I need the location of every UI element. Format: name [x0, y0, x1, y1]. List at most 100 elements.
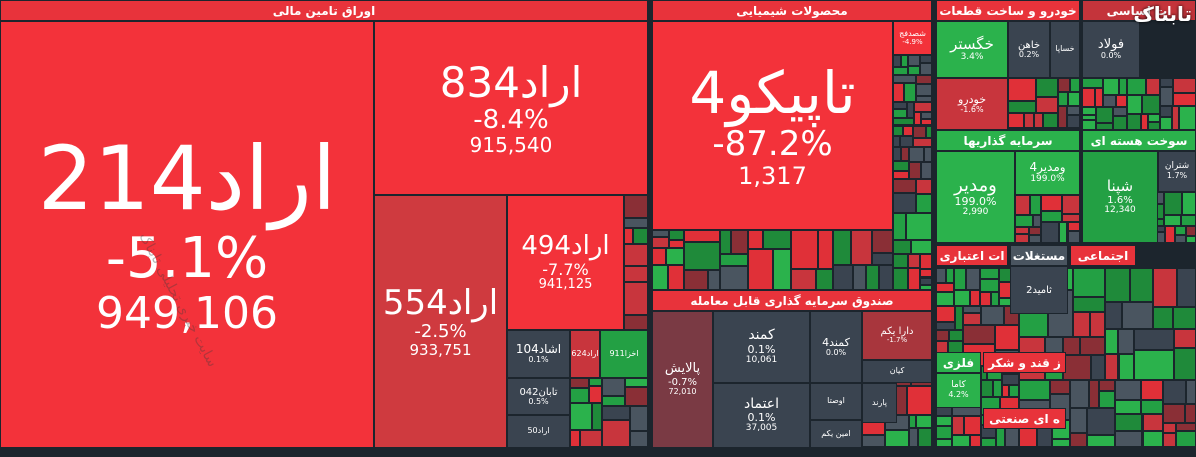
tile-name: کاما	[951, 380, 966, 391]
tile	[1160, 87, 1174, 107]
tile	[1008, 112, 1024, 128]
tile	[907, 55, 921, 67]
tile	[949, 330, 964, 342]
tile	[1028, 235, 1041, 243]
tile	[970, 289, 981, 307]
tile	[1103, 78, 1120, 95]
tile-value: 10,061	[745, 354, 778, 365]
tile-change: -2.5%	[414, 321, 467, 343]
tile	[708, 270, 720, 290]
tile	[748, 230, 763, 249]
tile	[1023, 112, 1035, 128]
tile	[833, 230, 851, 266]
tile	[1015, 227, 1029, 235]
tile	[980, 291, 992, 307]
logo: تابناک	[1133, 2, 1192, 26]
tile	[1126, 114, 1142, 130]
tile	[1015, 195, 1031, 215]
tile	[878, 265, 893, 290]
tile-name: کمند4	[822, 335, 850, 349]
tile	[908, 253, 921, 268]
tile	[1050, 380, 1070, 395]
tile	[1018, 380, 1051, 401]
tile	[980, 438, 997, 447]
tile: اراد554 -2.5% 933,751	[374, 195, 507, 448]
tile	[1040, 211, 1063, 223]
tile	[683, 230, 720, 243]
tile	[1114, 399, 1142, 414]
tile	[1175, 430, 1196, 447]
tile	[902, 125, 914, 137]
tile: کیان	[862, 360, 932, 383]
tile	[1103, 94, 1117, 108]
tile	[893, 74, 916, 84]
tile	[1147, 122, 1161, 130]
tile	[748, 248, 773, 290]
tile-name: دارا یکم	[880, 326, 914, 338]
tile	[1119, 78, 1127, 95]
tile	[1105, 301, 1122, 329]
tile	[1114, 380, 1142, 400]
tile	[954, 306, 964, 331]
tile	[1091, 355, 1105, 381]
tile-name: اراد554	[382, 282, 499, 323]
tile	[893, 267, 908, 290]
tile	[906, 102, 914, 118]
tile-change: -5.1%	[105, 225, 269, 291]
tile	[1141, 399, 1164, 414]
tile-name: اراد214	[37, 127, 337, 231]
tile-name: امین یکم	[821, 428, 851, 438]
tile	[629, 406, 648, 432]
tile	[909, 147, 924, 163]
tile	[1163, 423, 1176, 433]
tile-name: اوصتا	[827, 396, 845, 406]
tile	[1118, 353, 1135, 381]
tile-name: اراد50	[527, 426, 550, 436]
tile	[1040, 195, 1063, 212]
tile	[1160, 106, 1173, 118]
tile	[1112, 115, 1127, 130]
tile	[601, 395, 626, 407]
tile	[624, 243, 648, 266]
tile	[900, 55, 908, 67]
tile	[1096, 122, 1113, 130]
tile-name: پالایش	[664, 361, 701, 377]
tile	[1141, 380, 1164, 400]
tile	[872, 253, 893, 266]
tile	[909, 162, 921, 179]
tile: شصدفج -4.9%	[893, 21, 932, 55]
tile	[1181, 215, 1196, 227]
tile	[1015, 234, 1029, 243]
tile	[885, 429, 910, 447]
tile	[1163, 215, 1182, 227]
tile-change: -1.7%	[886, 336, 908, 345]
tile	[893, 213, 907, 240]
tile	[570, 388, 590, 403]
sector-header: خودرو و ساخت قطعات	[936, 0, 1080, 21]
tile: شتران 1.7%	[1158, 151, 1196, 192]
tile	[1145, 78, 1161, 95]
tile	[1177, 268, 1196, 308]
tile	[625, 378, 648, 387]
tile-change: -8.4%	[473, 104, 549, 135]
tile	[1069, 408, 1087, 433]
tile	[893, 170, 910, 179]
tile-name: اراد624	[571, 348, 599, 358]
tile	[624, 195, 648, 219]
tile	[1153, 268, 1178, 308]
tile	[899, 136, 914, 148]
tile	[993, 380, 1002, 397]
tile	[1130, 268, 1154, 302]
tile-name: اخزا911	[609, 348, 639, 358]
tile	[1173, 348, 1196, 381]
tile	[1179, 106, 1196, 130]
tile: اعتماد 0.1% 37,005	[713, 383, 810, 448]
tile	[669, 240, 684, 249]
tile	[652, 264, 668, 290]
tile	[591, 402, 602, 430]
tile	[1098, 380, 1115, 392]
tile	[1163, 380, 1186, 405]
tile: ومدیر 199.0% 2,990	[936, 151, 1015, 243]
tile	[907, 66, 921, 75]
tile	[872, 230, 893, 254]
